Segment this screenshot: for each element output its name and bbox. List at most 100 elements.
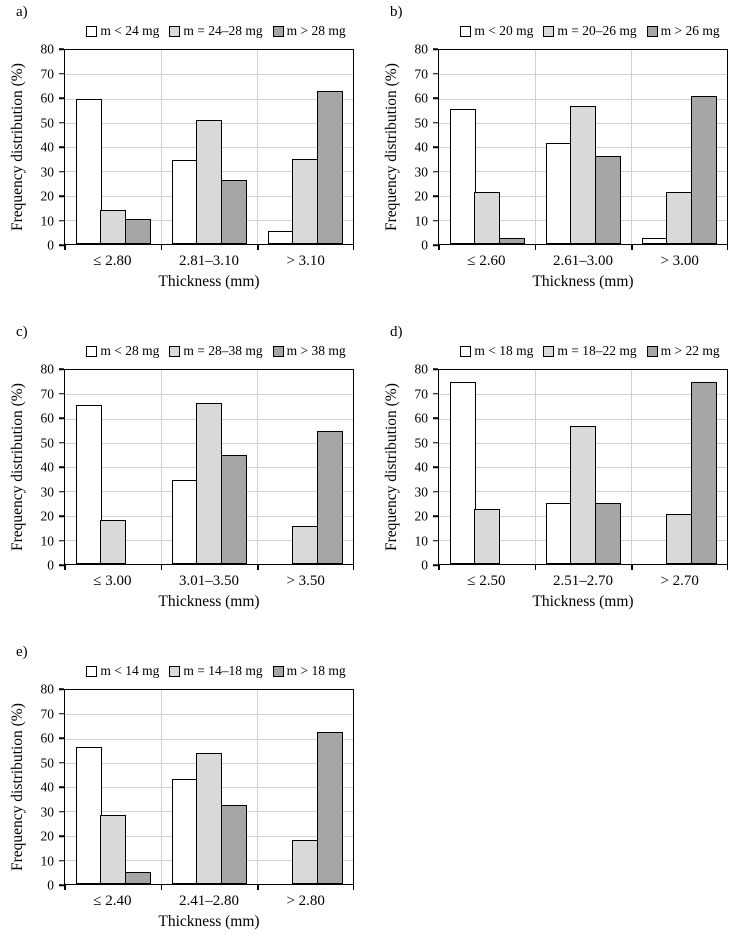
bar-groups [439,50,727,244]
chart-label: b) [390,4,403,20]
y-tick-mark [433,170,438,173]
bar-1-cat-1 [75,747,102,884]
x-category-label: ≤ 2.80 [93,253,132,269]
x-category-label: > 3.00 [660,253,699,269]
y-tick-mark [59,539,64,542]
y-tick-mark [59,835,64,837]
y-tick-label: 80 [414,361,429,377]
x-tick-mark [352,245,354,250]
y-tick-mark [59,688,64,690]
x-category-label: 2.41–2.80 [179,893,239,909]
plot-column: ≤ 2.80 2.81–3.10 > 3.10 Thickness (mm) [64,49,354,291]
legend-entry: m > 38 mg [272,343,346,359]
y-tick-mark [433,48,438,50]
bar-1-cat-3 [267,230,294,244]
y-tick-label: 80 [40,681,55,697]
y-tick-mark [433,441,438,444]
bar-2-cat-1 [474,509,500,564]
y-tick-label: 60 [414,90,429,106]
y-tick-mark [59,515,64,517]
y-tick-label: 30 [40,483,55,499]
y-axis-title: Frequency distribution (%) [383,383,400,551]
bar-group [161,690,257,884]
y-tick-label: 40 [40,779,55,795]
legend: m < 28 mg m = 28–38 mg m > 38 mg [58,342,374,360]
y-axis-ticks: 0 10 20 30 40 50 60 70 80 [28,682,64,891]
y-tick-mark [433,146,438,148]
legend-label: m = 14–18 mg [183,663,263,678]
x-axis-title: Thickness (mm) [158,273,260,290]
legend-swatch-icon [272,345,284,357]
bar-3-cat-3 [690,382,717,564]
bar-2-cat-1 [100,520,126,564]
y-tick-mark [59,564,64,566]
chart-label: a) [16,4,28,20]
x-tick-mark [726,565,728,570]
legend-swatch-icon [86,345,98,357]
y-tick-label: 70 [40,385,55,401]
plot-column: ≤ 3.00 3.01–3.50 > 3.50 Thickness (mm) [64,369,354,611]
x-axis-title: Thickness (mm) [532,273,634,290]
x-category-labels: ≤ 2.60 2.61–3.00 > 3.00 [438,253,728,270]
y-tick-label: 30 [414,483,429,499]
legend-swatch-icon [272,25,284,37]
x-category-label: > 2.70 [660,573,699,589]
bar-3-cat-3 [316,430,343,564]
legend-entry: m = 14–18 mg [169,663,263,679]
x-category-label: 2.81–3.10 [179,253,239,269]
gridline-horizontal [439,394,727,396]
x-tick-mark [631,565,633,570]
gridline-horizontal [439,98,727,100]
y-tick-mark [433,417,438,419]
y-tick-label: 10 [414,212,429,228]
legend-swatch-icon [543,345,555,357]
bar-group [161,50,257,244]
gridline-horizontal [65,98,353,100]
y-tick-mark [433,97,438,99]
chart-label: c) [16,324,28,340]
x-tick-mark [257,885,259,890]
y-tick-label: 50 [40,434,55,450]
bar-group [535,370,631,564]
bar-2-cat-3 [666,514,692,564]
gridline-vertical [534,50,536,244]
x-axis-ticks [64,885,354,891]
y-tick-label: 60 [414,410,429,426]
y-axis-title: Frequency distribution (%) [9,63,26,231]
gridline-vertical [257,50,258,244]
gridline-horizontal [65,394,353,396]
gridline-horizontal [65,74,353,76]
chart-label: d) [390,324,403,340]
y-axis-title: Frequency distribution (%) [9,703,26,871]
legend-swatch-icon [272,665,284,677]
plot-area [438,49,728,245]
y-tick-label: 20 [414,508,429,524]
y-tick-label: 30 [414,163,429,179]
bar-group [257,690,353,884]
plot-column: ≤ 2.50 2.51–2.70 > 2.70 Thickness (mm) [438,369,728,611]
legend-swatch-icon [460,345,472,357]
legend: m < 20 mg m = 20–26 mg m > 26 mg [432,22,748,40]
y-tick-label: 80 [40,41,55,57]
x-category-labels: ≤ 3.00 3.01–3.50 > 3.50 [64,573,354,590]
chart-panel-c: c) m < 28 mg m = 28–38 mg m > 38 mg Freque… [0,320,374,640]
chart-panel-d: d) m < 18 mg m = 18–22 mg m > 22 mg Freque… [374,320,748,640]
y-tick-label: 70 [40,65,55,81]
x-axis-ticks [64,245,354,251]
legend-label: m < 28 mg [100,343,160,358]
y-tick-mark [433,515,438,517]
gridline-horizontal [65,714,353,716]
x-category-label: > 2.80 [286,893,325,909]
legend-swatch-icon [646,345,658,357]
x-axis-ticks [438,245,728,251]
bar-group [65,370,161,564]
legend-label: m = 24–28 mg [183,23,263,38]
x-tick-mark [534,565,537,570]
y-tick-mark [433,195,438,197]
x-tick-mark [160,245,163,250]
y-tick-label: 80 [40,361,55,377]
bar-3-cat-2 [594,155,621,244]
y-tick-label: 60 [40,730,55,746]
y-tick-mark [433,121,438,124]
y-tick-mark [59,48,64,50]
